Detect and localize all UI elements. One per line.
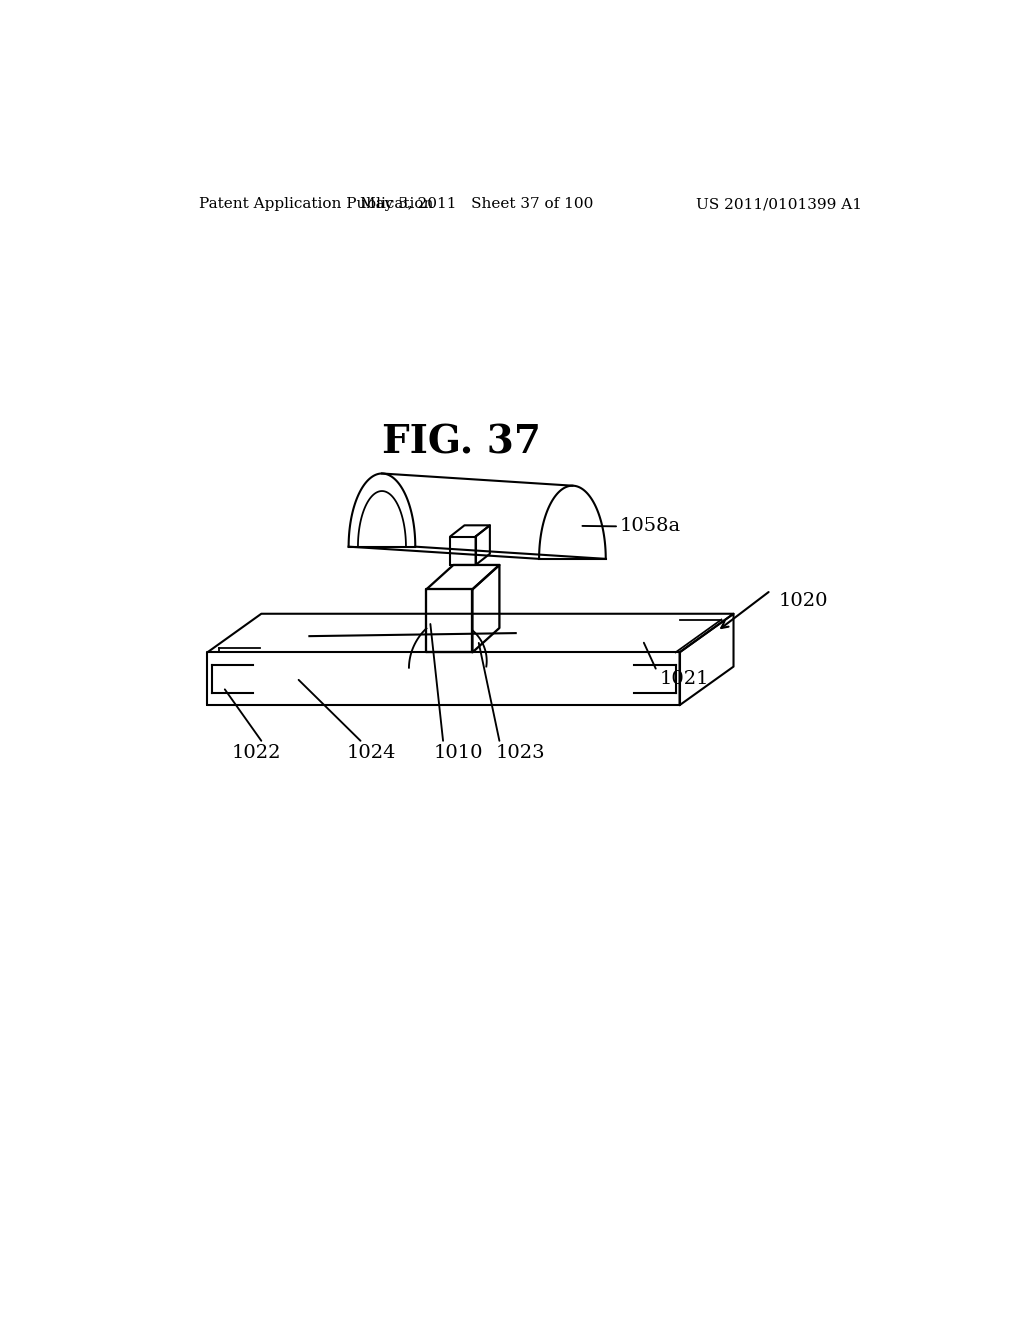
Text: FIG. 37: FIG. 37: [382, 424, 541, 462]
Text: May 5, 2011   Sheet 37 of 100: May 5, 2011 Sheet 37 of 100: [360, 197, 594, 211]
Text: 1058a: 1058a: [620, 517, 681, 536]
Text: Patent Application Publication: Patent Application Publication: [200, 197, 434, 211]
Text: 1023: 1023: [496, 744, 545, 762]
Text: 1010: 1010: [433, 744, 483, 762]
Text: 1024: 1024: [346, 744, 395, 762]
Text: US 2011/0101399 A1: US 2011/0101399 A1: [695, 197, 862, 211]
Text: 1021: 1021: [659, 669, 710, 688]
Text: 1020: 1020: [778, 591, 828, 610]
Text: 1022: 1022: [231, 744, 281, 762]
